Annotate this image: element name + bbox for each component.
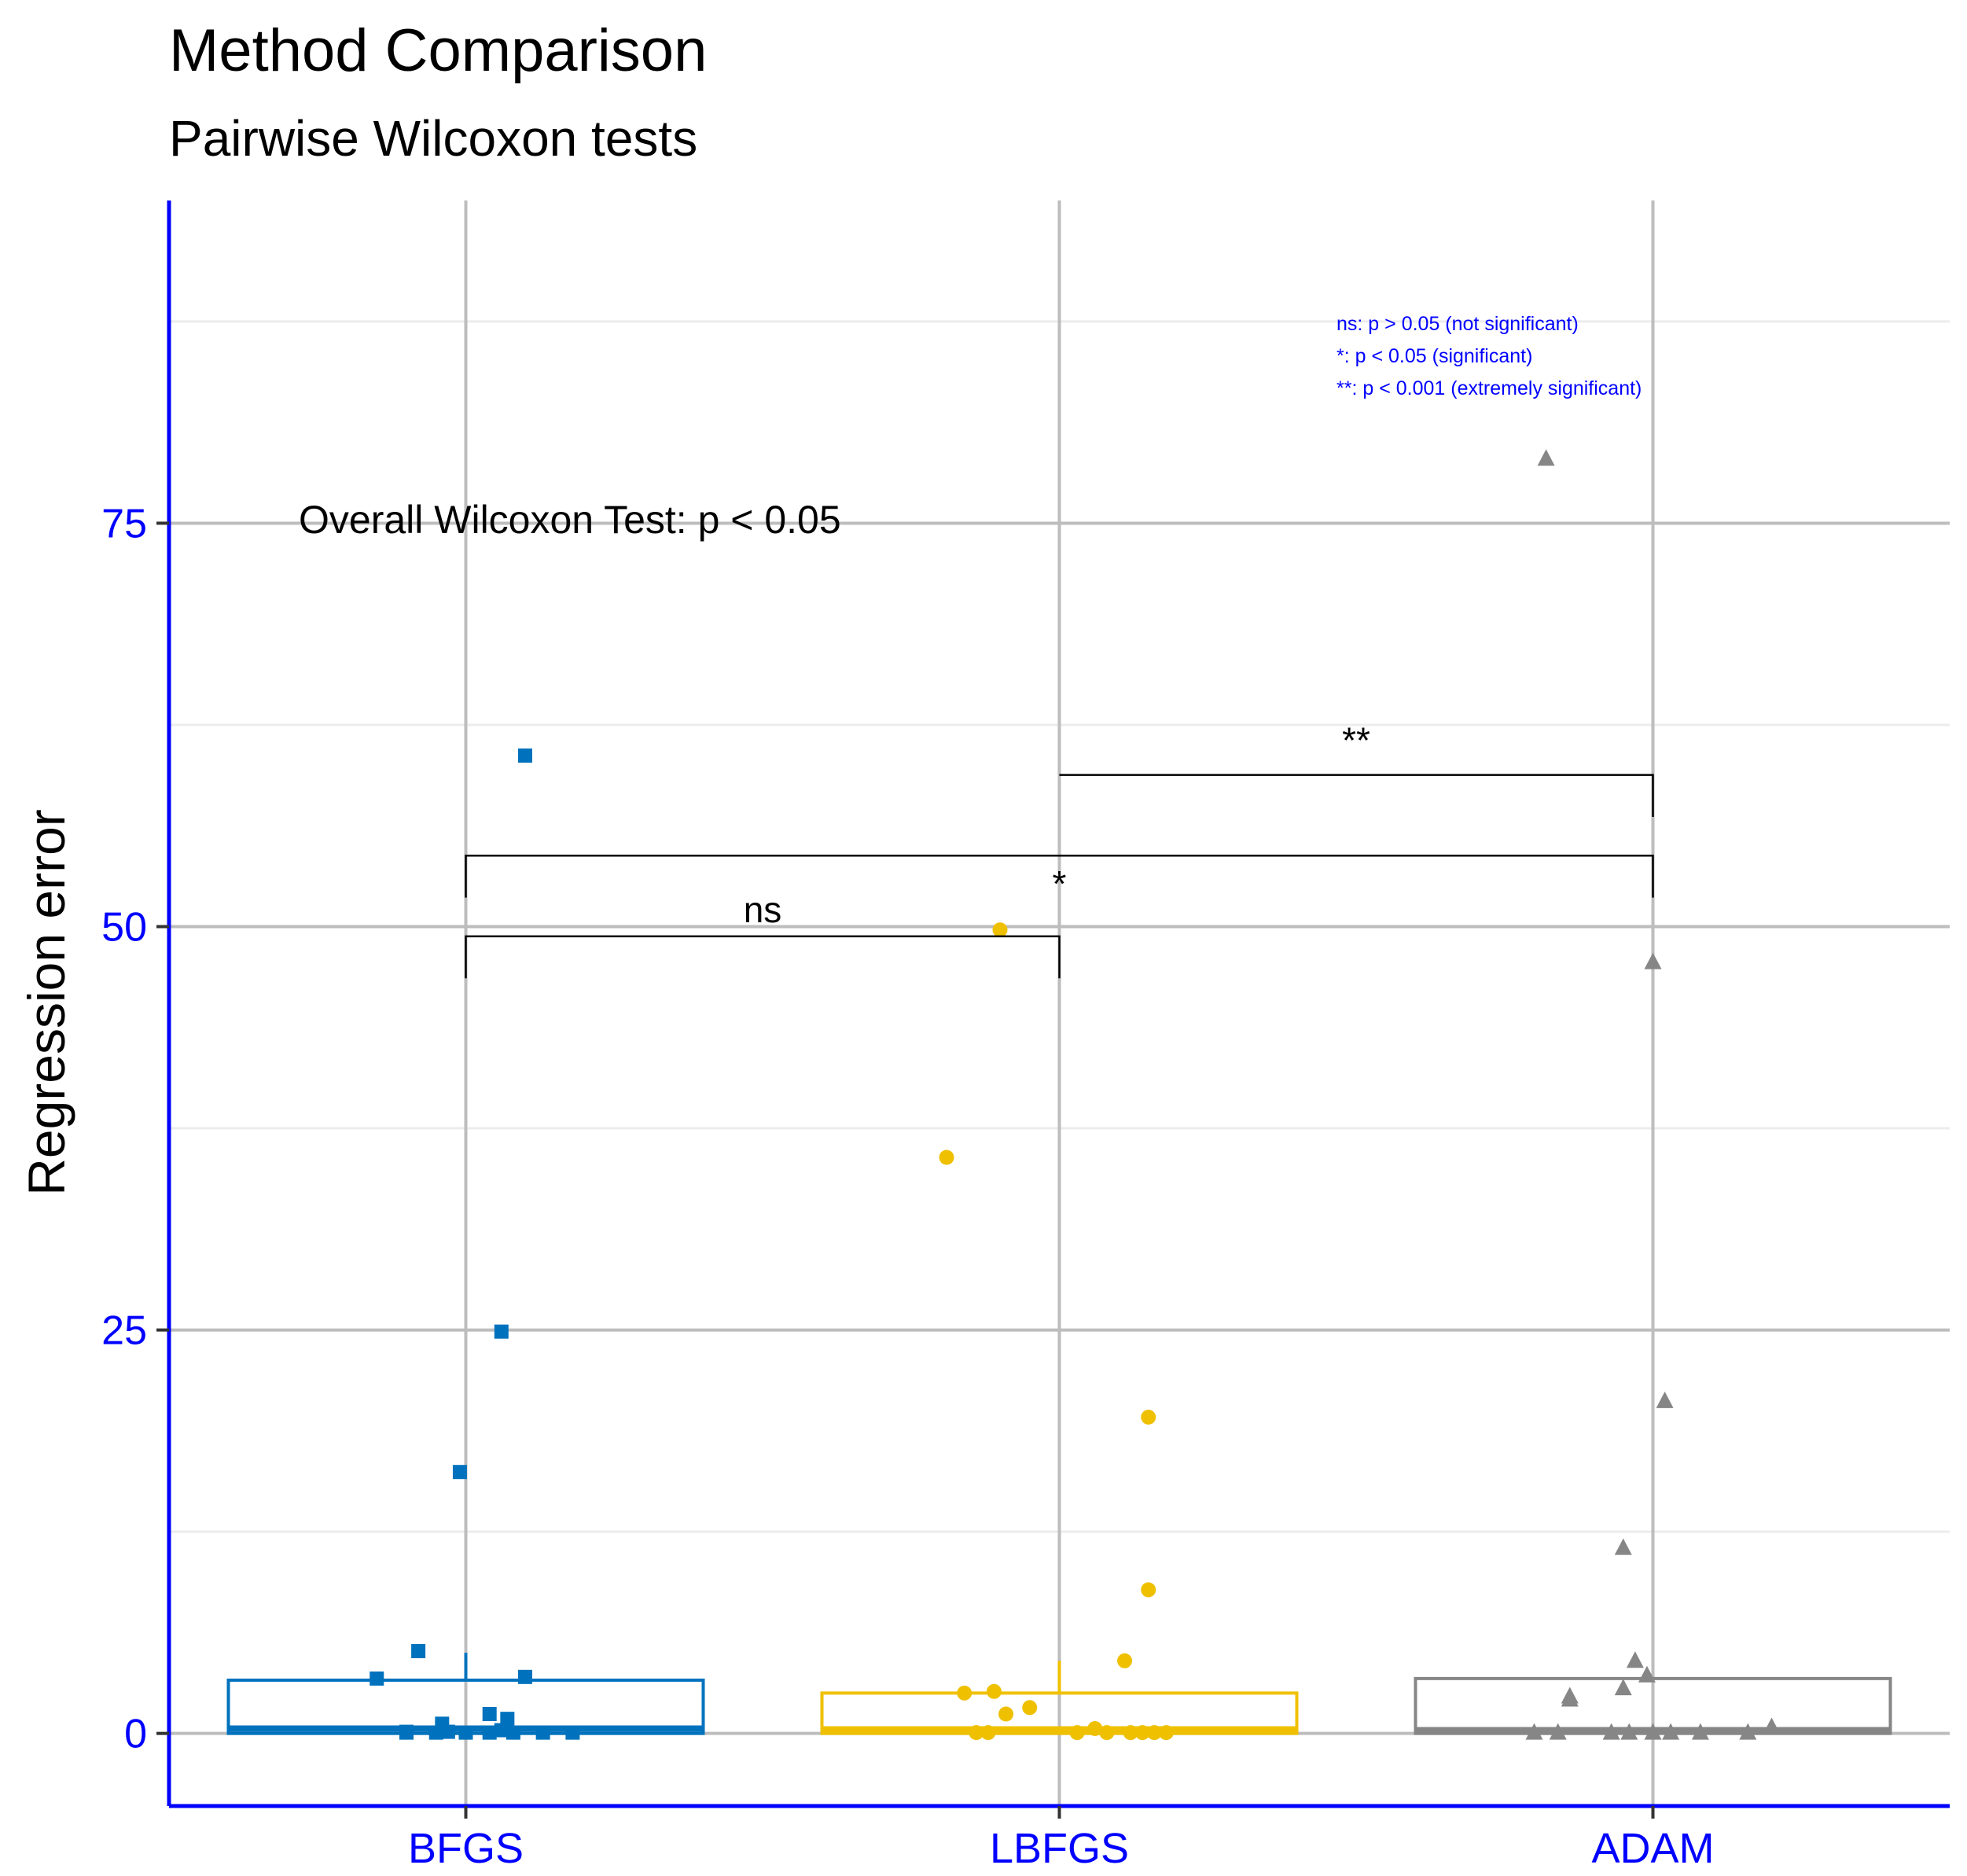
point-bfgs (399, 1724, 414, 1739)
point-adam (1662, 1723, 1680, 1740)
point-adam (1549, 1723, 1567, 1740)
point-bfgs (411, 1643, 426, 1658)
point-lbfgs (1117, 1653, 1133, 1668)
significance-brackets: ns*** (465, 720, 1654, 979)
point-adam (1537, 449, 1555, 466)
point-adam (1614, 1679, 1632, 1696)
point-bfgs (494, 1723, 509, 1738)
point-adam (1525, 1723, 1543, 1740)
point-lbfgs (986, 1683, 1002, 1699)
y-tick-label: 75 (101, 501, 147, 546)
point-lbfgs (1099, 1725, 1115, 1741)
point-bfgs (370, 1671, 384, 1686)
y-tick-label: 0 (124, 1712, 147, 1757)
point-lbfgs (969, 1725, 984, 1741)
legend-note-double-star: **: p < 0.001 (extremely significant) (1336, 377, 1642, 399)
legend-note-ns: ns: p > 0.05 (not significant) (1336, 313, 1579, 335)
legend-note-single-star: *: p < 0.05 (significant) (1336, 345, 1532, 367)
point-adam (1691, 1723, 1709, 1740)
bracket-label-bfgs-lbfgs: ns (744, 889, 782, 930)
data-points (370, 449, 1781, 1741)
point-bfgs (535, 1725, 550, 1740)
point-adam (1602, 1723, 1620, 1740)
point-adam (1638, 1665, 1656, 1683)
y-axis-label: Regression error (17, 809, 75, 1196)
point-adam (1644, 1723, 1662, 1740)
bracket-label-lbfgs-adam: ** (1342, 720, 1370, 761)
point-bfgs (458, 1725, 473, 1740)
point-lbfgs (1141, 1582, 1156, 1598)
point-lbfgs (1123, 1725, 1138, 1741)
point-lbfgs (1146, 1725, 1162, 1741)
point-adam (1561, 1687, 1579, 1704)
point-bfgs (506, 1725, 520, 1740)
point-lbfgs (1141, 1409, 1156, 1425)
point-adam (1626, 1651, 1644, 1668)
axes: 0 25 50 75 BFGS LBFGS ADAM (101, 200, 1950, 1872)
overall-test-annotation: Overall Wilcoxon Test: p < 0.05 (299, 498, 841, 542)
y-tick-label: 25 (101, 1308, 147, 1354)
point-adam (1614, 1538, 1632, 1555)
point-lbfgs (1069, 1725, 1085, 1741)
point-bfgs (518, 1669, 532, 1684)
bracket-label-bfgs-adam: * (1053, 863, 1067, 904)
y-tick-label: 50 (101, 905, 147, 951)
x-tick-label-bfgs: BFGS (408, 1825, 524, 1872)
point-lbfgs (980, 1725, 996, 1741)
point-lbfgs (1134, 1725, 1150, 1741)
x-tick-label-lbfgs: LBFGS (990, 1825, 1129, 1872)
point-adam (1656, 1391, 1674, 1408)
bracket-lbfgs-adam (1059, 774, 1654, 817)
point-lbfgs (992, 922, 1008, 938)
point-bfgs (452, 1465, 467, 1480)
point-adam (1644, 952, 1662, 969)
point-bfgs (482, 1725, 497, 1740)
point-adam (1739, 1723, 1757, 1740)
chart-subtitle: Pairwise Wilcoxon tests (169, 110, 697, 167)
point-bfgs (482, 1707, 497, 1722)
point-lbfgs (1158, 1725, 1174, 1741)
point-lbfgs (957, 1685, 972, 1701)
bracket-bfgs-adam (465, 854, 1654, 898)
point-bfgs (565, 1725, 580, 1740)
x-tick-label-adam: ADAM (1591, 1825, 1714, 1872)
point-lbfgs (1087, 1720, 1103, 1736)
point-bfgs (494, 1324, 509, 1339)
point-lbfgs (939, 1150, 954, 1165)
point-bfgs (500, 1712, 515, 1727)
box-lbfgs (820, 1691, 1299, 1735)
chart-title: Method Comparison (169, 17, 707, 84)
point-bfgs (435, 1716, 450, 1731)
bracket-bfgs-lbfgs (465, 935, 1061, 979)
point-lbfgs (1022, 1700, 1038, 1716)
point-adam (1620, 1723, 1638, 1740)
point-lbfgs (998, 1706, 1014, 1722)
significance-legend: ns: p > 0.05 (not significant) *: p < 0.… (1336, 313, 1642, 399)
point-bfgs (518, 748, 532, 763)
point-adam (1763, 1717, 1781, 1734)
